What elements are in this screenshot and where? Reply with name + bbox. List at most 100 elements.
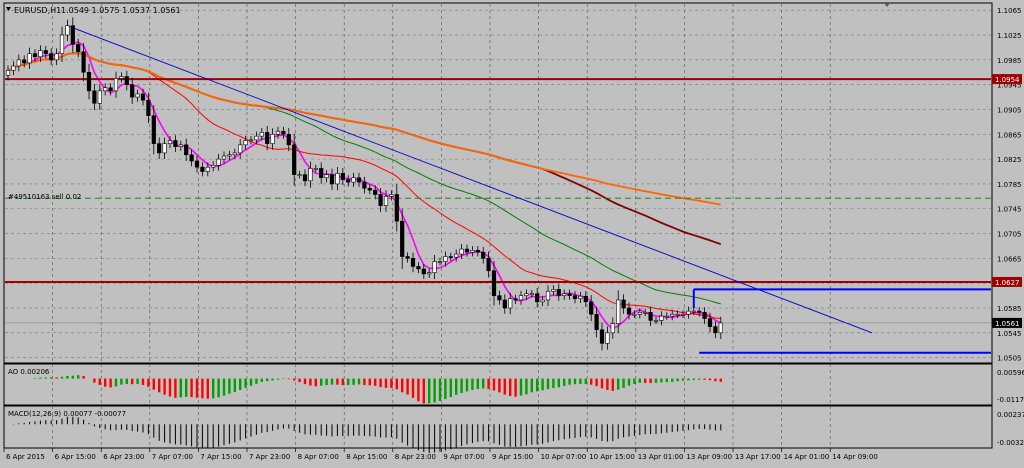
candle <box>281 126 286 139</box>
candle <box>686 306 691 319</box>
resistance-level-tag <box>992 74 1022 85</box>
candle <box>286 127 291 152</box>
candle <box>659 311 664 326</box>
candle <box>43 46 48 59</box>
candle <box>518 290 524 305</box>
candle <box>421 263 426 279</box>
x-tick-label: 6 Apr 2015 <box>6 453 45 461</box>
candle <box>540 295 545 307</box>
candle <box>211 161 216 172</box>
candle <box>464 244 470 257</box>
candle <box>324 170 329 183</box>
candle <box>97 84 102 111</box>
candle <box>124 70 129 91</box>
candle <box>308 161 313 188</box>
candle <box>184 138 189 161</box>
y-tick-label: 1.0985 <box>997 57 1022 65</box>
candle <box>556 284 561 301</box>
candle <box>194 155 200 173</box>
candle <box>81 42 86 82</box>
candle <box>76 38 81 58</box>
candle <box>108 83 113 96</box>
candle <box>400 208 405 270</box>
candle <box>5 65 11 81</box>
x-tick-label: 8 Apr 15:00 <box>346 453 387 461</box>
dropdown-arrow-icon[interactable] <box>6 7 11 11</box>
x-tick-label: 9 Apr 15:00 <box>492 453 533 461</box>
x-tick-label: 8 Apr 07:00 <box>298 453 339 461</box>
x-tick-label: 13 Apr 09:00 <box>686 453 732 461</box>
candle <box>502 294 507 314</box>
candle <box>259 127 264 141</box>
candle <box>86 63 92 100</box>
candle <box>535 288 540 308</box>
macd-panel-frame <box>3 405 993 449</box>
candle <box>356 172 362 187</box>
candle <box>389 190 394 201</box>
candle <box>383 190 389 212</box>
ao-histogram: 0.00596 -0.01174 <box>33 369 1024 404</box>
candle <box>227 150 232 161</box>
candle <box>637 308 642 319</box>
candle <box>437 257 443 266</box>
y-tick-label: 1.0905 <box>997 106 1022 114</box>
candle <box>702 307 707 324</box>
candle <box>481 246 486 264</box>
candle <box>146 92 151 124</box>
candle <box>648 306 653 327</box>
candle <box>432 254 437 280</box>
candle <box>427 268 432 278</box>
candle <box>151 104 156 155</box>
candle <box>443 251 448 267</box>
candle <box>707 312 713 333</box>
candle <box>632 310 637 318</box>
ao-tick: -0.01174 <box>997 396 1024 404</box>
x-tick-label: 13 Apr 01:00 <box>638 453 684 461</box>
candle <box>610 317 615 339</box>
candles <box>5 17 723 351</box>
candle <box>567 289 572 300</box>
trendline[interactable] <box>67 25 873 334</box>
x-tick-label: 7 Apr 15:00 <box>200 453 241 461</box>
candle <box>297 170 302 179</box>
candle <box>254 131 259 145</box>
candle <box>691 307 696 315</box>
macd-tick: 0.00237 <box>997 411 1024 419</box>
y-tick-label: 1.1065 <box>997 7 1022 15</box>
candle <box>275 126 281 139</box>
y-tick-label: 1.0665 <box>997 255 1022 263</box>
levels <box>5 25 991 354</box>
axes: 1.1065 1.1025 1.0985 1.0945 1.0905 1.0865 1.08… <box>3 7 1022 461</box>
candle <box>38 45 43 63</box>
candle <box>578 291 583 304</box>
candle <box>103 83 108 96</box>
candle <box>205 162 210 177</box>
candle <box>65 19 70 42</box>
candle <box>454 249 459 262</box>
candle <box>130 77 135 104</box>
candle <box>529 290 534 298</box>
candle <box>49 48 54 66</box>
candle <box>713 321 718 339</box>
candle <box>373 185 378 200</box>
candle <box>302 169 308 187</box>
candle <box>313 164 318 173</box>
candle <box>416 262 421 274</box>
candle <box>643 308 648 317</box>
candle <box>410 252 416 273</box>
candle <box>470 246 475 257</box>
candle <box>292 133 297 186</box>
candle <box>362 176 367 194</box>
candle <box>16 54 21 72</box>
candle <box>459 244 464 260</box>
candle <box>135 89 140 102</box>
scroll-arrow-icon[interactable] <box>884 3 890 7</box>
candle <box>351 172 356 187</box>
price-marker-tag <box>992 317 1022 328</box>
candle <box>340 168 345 185</box>
candle <box>562 289 567 300</box>
candle <box>200 162 205 177</box>
candle <box>243 135 248 150</box>
